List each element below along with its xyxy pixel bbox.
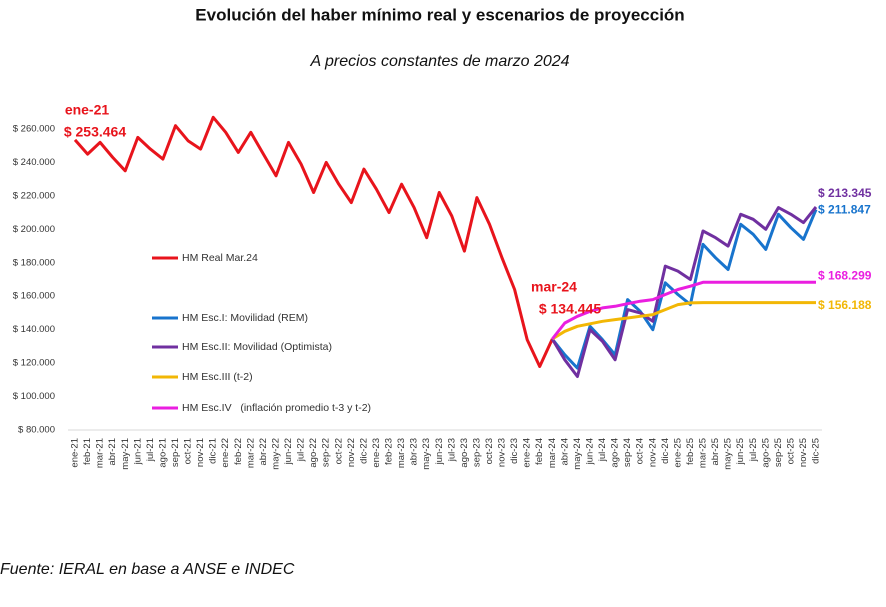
x-tick-label: jun-24 (584, 438, 595, 465)
x-tick-label: abr-24 (559, 438, 570, 465)
x-tick-label: dic-22 (358, 438, 369, 464)
x-tick-label: ago-23 (459, 438, 470, 468)
series-line (73, 115, 554, 368)
x-tick-label: sep-24 (622, 438, 633, 467)
x-tick-label: dic-23 (509, 438, 520, 464)
x-tick-label: mar-24 (547, 438, 558, 468)
x-tick-label: nov-21 (195, 438, 206, 467)
x-tick-label: jun-25 (735, 438, 746, 465)
x-tick-label: ene-23 (371, 438, 382, 468)
data-label: $ 253.464 (64, 124, 126, 140)
y-tick-label: $ 100.000 (13, 391, 55, 402)
x-tick-label: oct-21 (183, 438, 194, 464)
x-tick-label: feb-25 (685, 438, 696, 465)
x-tick-label: ago-22 (308, 438, 319, 468)
x-tick-label: nov-24 (647, 438, 658, 467)
chart-subtitle: A precios constantes de marzo 2024 (309, 53, 569, 70)
x-tick-label: jul-21 (145, 438, 156, 462)
annotation-date: ene-21 (65, 102, 110, 118)
x-tick-label: nov-23 (497, 438, 508, 467)
y-tick-label: $ 120.000 (13, 358, 55, 369)
x-tick-label: jun-23 (434, 438, 445, 465)
y-tick-label: $ 160.000 (13, 291, 55, 302)
x-tick-label: ago-25 (760, 438, 771, 468)
x-tick-label: feb-24 (534, 438, 545, 465)
x-tick-label: ene-22 (220, 438, 231, 468)
series-line (551, 206, 818, 378)
x-tick-label: feb-22 (233, 438, 244, 465)
x-tick-label: ago-21 (157, 438, 168, 468)
legend-label: HM Real Mar.24 (182, 252, 258, 264)
x-tick-label: jul-22 (296, 438, 307, 462)
x-tick-label: jun-21 (132, 438, 143, 465)
x-tick-label: oct-24 (635, 438, 646, 464)
x-tick-label: jun-22 (283, 438, 294, 465)
x-tick-label: may-23 (421, 438, 432, 470)
legend-label: HM Esc.I: Movilidad (REM) (182, 312, 308, 324)
x-tick-label: ago-24 (610, 438, 621, 468)
x-tick-label: jul-25 (748, 438, 759, 462)
x-tick-label: abr-21 (107, 438, 118, 465)
data-label: $ 168.299 (818, 269, 872, 283)
x-tick-label: mar-21 (95, 438, 106, 468)
y-tick-label: $ 80.000 (18, 425, 55, 436)
legend-label: HM Esc.IV (inflación promedio t-3 y t-2) (182, 402, 371, 414)
chart-title: Evolución del haber mínimo real y escena… (195, 5, 684, 24)
x-tick-label: ene-21 (70, 438, 81, 468)
x-tick-label: mar-22 (245, 438, 256, 468)
x-tick-label: sep-21 (170, 438, 181, 467)
x-tick-label: ene-25 (672, 438, 683, 468)
x-tick-label: abr-23 (409, 438, 420, 465)
x-tick-label: oct-23 (484, 438, 495, 464)
annotation-date: mar-24 (531, 279, 577, 295)
x-tick-label: oct-22 (333, 438, 344, 464)
x-tick-label: sep-22 (321, 438, 332, 467)
x-tick-label: jul-23 (446, 438, 457, 462)
data-label: $ 134.445 (539, 301, 601, 317)
y-tick-label: $ 140.000 (13, 324, 55, 335)
y-tick-label: $ 200.000 (13, 224, 55, 235)
x-tick-label: dic-24 (660, 438, 671, 464)
data-label: $ 156.188 (818, 298, 872, 312)
x-tick-label: mar-25 (698, 438, 709, 468)
x-tick-label: sep-25 (773, 438, 784, 467)
x-tick-label: ene-24 (522, 438, 533, 468)
data-label: $ 213.345 (818, 186, 872, 200)
x-tick-label: dic-25 (811, 438, 822, 464)
x-tick-label: dic-21 (208, 438, 219, 464)
x-tick-label: nov-25 (798, 438, 809, 467)
y-tick-label: $ 180.000 (13, 257, 55, 268)
legend-label: HM Esc.II: Movilidad (Optimista) (182, 341, 332, 353)
x-tick-label: sep-23 (471, 438, 482, 467)
series-line (551, 301, 816, 341)
x-tick-label: abr-25 (710, 438, 721, 465)
x-tick-label: may-25 (723, 438, 734, 470)
x-tick-label: mar-23 (396, 438, 407, 468)
data-label: $ 211.847 (818, 203, 871, 217)
x-tick-label: nov-22 (346, 438, 357, 467)
x-tick-label: feb-21 (82, 438, 93, 465)
x-tick-label: oct-25 (785, 438, 796, 464)
y-tick-label: $ 220.000 (13, 190, 55, 201)
source-note: Fuente: IERAL en base a ANSE e INDEC (0, 561, 295, 578)
x-tick-label: may-24 (572, 438, 583, 470)
series-line (551, 208, 818, 370)
series-line (551, 280, 816, 340)
y-tick-label: $ 240.000 (13, 157, 55, 168)
x-tick-label: jul-24 (597, 438, 608, 462)
x-tick-label: feb-23 (384, 438, 395, 465)
x-tick-label: may-22 (270, 438, 281, 470)
y-tick-label: $ 260.000 (13, 124, 55, 135)
x-tick-label: abr-22 (258, 438, 269, 465)
legend-label: HM Esc.III (t-2) (182, 371, 253, 383)
x-tick-label: may-21 (120, 438, 131, 470)
